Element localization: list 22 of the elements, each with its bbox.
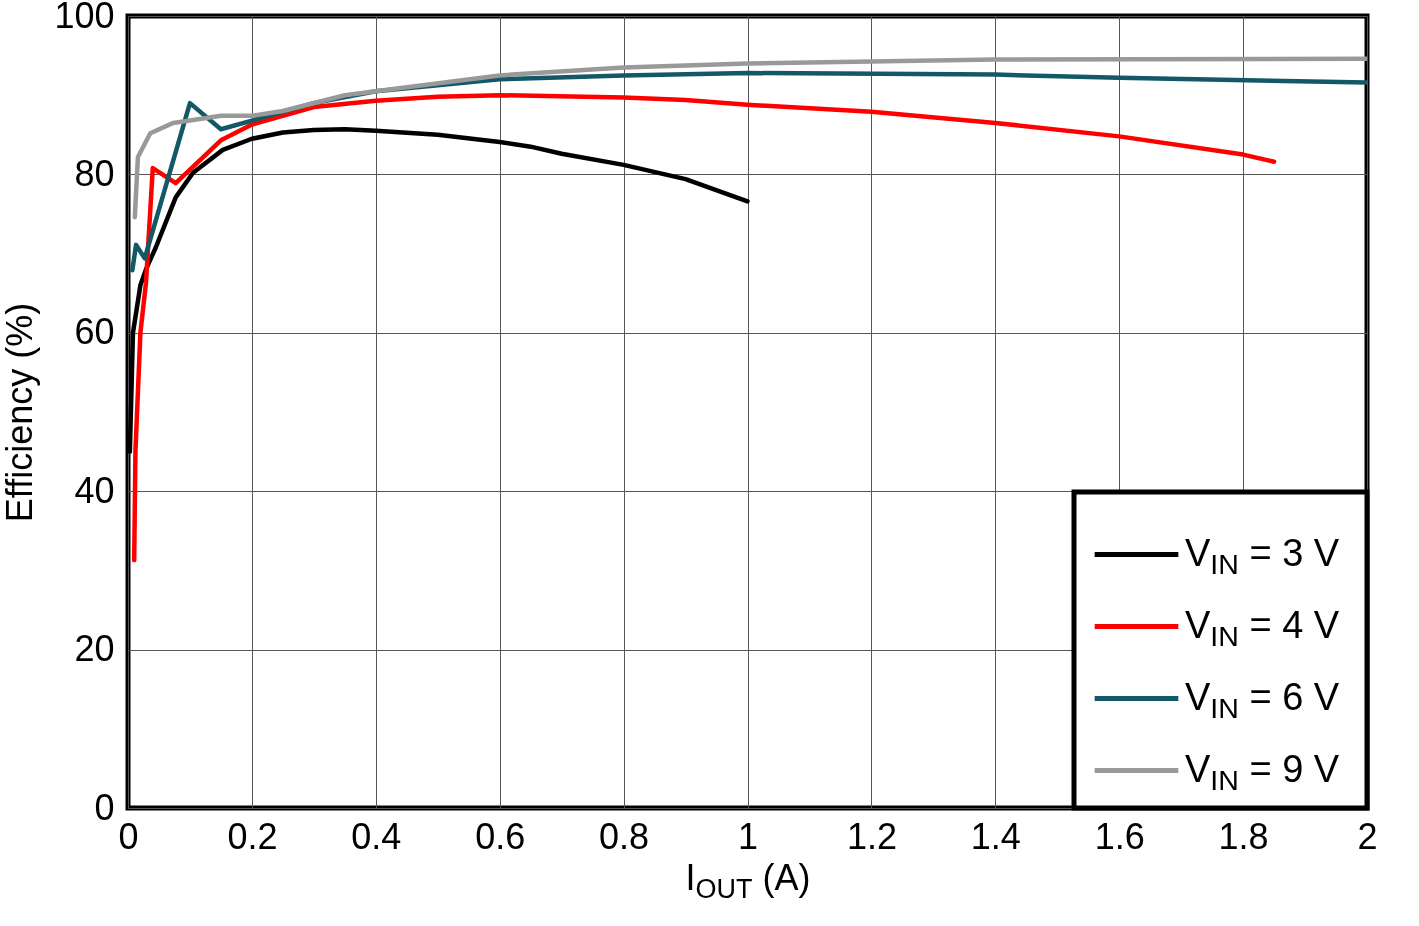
x-tick-label: 0.2: [227, 815, 278, 857]
y-axis-title: Efficiency (%): [0, 302, 41, 523]
y-tick-label: 40: [74, 469, 115, 511]
y-tick-label: 80: [74, 152, 115, 194]
x-tick-label: 1.8: [1218, 815, 1269, 857]
x-tick-label: 0.4: [351, 815, 402, 857]
x-tick-label: 2: [1357, 815, 1378, 857]
x-tick-label: 1.2: [846, 815, 897, 857]
legend-label: V$_{IN}$ = 4 V: [1185, 603, 1340, 652]
x-axis-title: I$_{OUT}$ (A): [685, 856, 811, 904]
legend-label: V$_{IN}$ = 6 V: [1185, 675, 1340, 724]
legend-label: V$_{IN}$ = 9 V: [1185, 747, 1340, 796]
x-tick-label: 1.6: [1094, 815, 1145, 857]
x-tick-label: 1.4: [970, 815, 1021, 857]
legend-label: V$_{IN}$ = 3 V: [1185, 531, 1340, 580]
x-tick-label: 0.8: [599, 815, 650, 857]
y-tick-label: 20: [74, 628, 115, 670]
x-tick-label: 0.6: [475, 815, 526, 857]
x-tick-label: 1: [737, 815, 759, 857]
y-tick-label: 60: [74, 311, 115, 353]
y-tick-label: 0: [94, 786, 115, 828]
y-tick-label: 100: [54, 0, 115, 36]
